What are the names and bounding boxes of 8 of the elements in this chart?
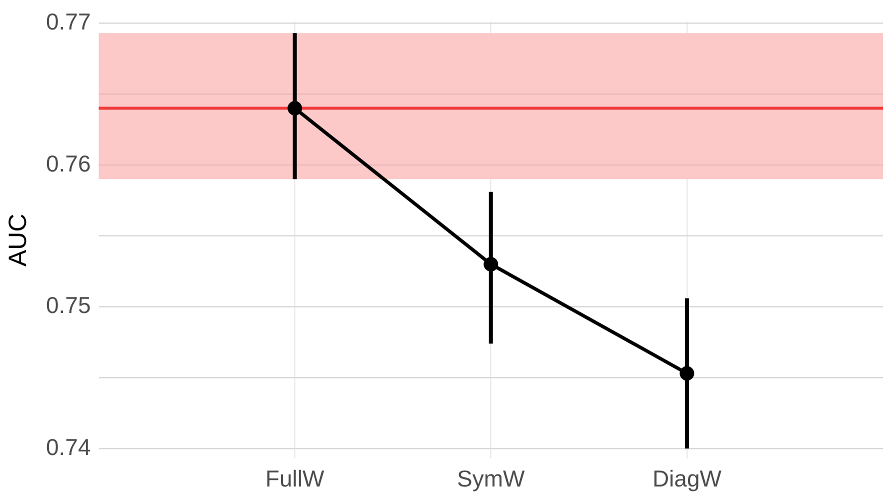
y-tick-label: 0.76 — [46, 150, 91, 176]
x-tick-label: FullW — [265, 466, 324, 492]
x-tick-label: SymW — [457, 466, 526, 492]
y-axis-title: AUC — [4, 214, 32, 266]
y-tick-label: 0.75 — [46, 292, 91, 318]
y-tick-label: 0.77 — [46, 8, 91, 35]
x-tick-label: DiagW — [652, 466, 722, 492]
y-tick-label: 0.74 — [46, 434, 91, 460]
